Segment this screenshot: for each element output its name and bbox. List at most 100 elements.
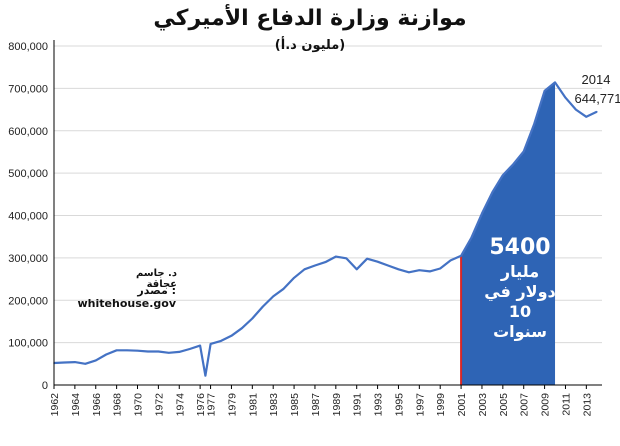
callout-line2: مليار — [500, 261, 540, 281]
callout-box: 5400 مليار دولار في 10 سنوات — [470, 234, 570, 342]
annotation-year: 2014 — [581, 72, 611, 87]
x-tick-label: 2007 — [519, 393, 531, 417]
data-point — [481, 212, 483, 215]
x-tick-label: 1979 — [226, 393, 238, 417]
y-tick-label: 0 — [42, 380, 48, 392]
data-point — [74, 361, 76, 363]
data-point — [303, 268, 306, 271]
y-tick-label: 300,000 — [8, 253, 48, 265]
x-tick-label: 1993 — [373, 393, 385, 417]
data-point — [345, 257, 348, 260]
data-point — [199, 344, 201, 347]
x-tick-label: 1970 — [133, 393, 145, 417]
data-point — [522, 150, 525, 153]
x-tick-label: 1972 — [153, 393, 165, 417]
data-point — [324, 261, 327, 263]
y-tick-label: 100,000 — [8, 338, 48, 350]
chart-title: موازنة وزارة الدفاع الأميركي — [153, 6, 467, 31]
data-point — [543, 90, 546, 92]
callout-line3: دولار في — [484, 281, 556, 301]
data-point — [204, 374, 207, 377]
data-point — [168, 352, 170, 354]
x-tick-label: 1983 — [268, 393, 280, 417]
callout-amount: 5400 — [489, 235, 551, 260]
data-point — [439, 267, 442, 270]
data-point — [136, 349, 139, 352]
chart-subtitle: (مليون د.أ) — [274, 38, 346, 53]
x-tick-label: 2001 — [456, 393, 468, 417]
author-credit: د. جاسم عجاقة — [135, 268, 177, 290]
data-point — [230, 335, 233, 337]
data-point — [366, 257, 368, 260]
data-point — [470, 236, 473, 239]
x-tick-label: 1981 — [247, 393, 259, 417]
data-point — [397, 268, 400, 271]
data-point — [272, 295, 275, 298]
x-tick-label: 1991 — [352, 393, 364, 417]
data-point — [460, 255, 462, 257]
data-point — [262, 305, 264, 308]
data-point — [491, 191, 494, 193]
data-point — [512, 163, 515, 165]
shaded-area-group — [460, 82, 556, 385]
data-point — [314, 264, 316, 267]
y-tick-label: 500,000 — [8, 168, 48, 180]
data-point — [188, 348, 191, 350]
data-point — [126, 349, 128, 352]
data-point — [408, 271, 410, 274]
data-point — [63, 361, 66, 364]
data-point — [449, 259, 452, 262]
data-point — [178, 351, 181, 353]
y-tick-label: 200,000 — [8, 295, 48, 307]
x-tick-label: 2005 — [498, 393, 510, 417]
x-tick-label: 1997 — [414, 393, 426, 417]
chart-gridlines — [54, 45, 602, 386]
x-tick-label: 1977 — [206, 393, 218, 417]
data-point — [293, 277, 295, 279]
y-tick-label: 600,000 — [8, 126, 48, 138]
callout-line5: سنوات — [493, 321, 547, 341]
chart-axes — [53, 40, 602, 386]
shaded-area — [461, 82, 556, 385]
data-point — [209, 343, 212, 345]
data-point — [502, 174, 504, 176]
x-tick-label: 1968 — [112, 393, 124, 417]
data-point — [585, 116, 588, 118]
data-point — [564, 96, 567, 99]
data-point — [95, 359, 97, 362]
x-tick-label: 2013 — [581, 393, 593, 417]
data-point — [387, 264, 389, 267]
data-point — [376, 260, 379, 263]
x-tick-label: 1966 — [91, 393, 103, 417]
x-tick-label: 2009 — [540, 393, 552, 417]
data-point — [241, 327, 243, 330]
x-tick-label: 1974 — [174, 393, 186, 417]
data-point — [596, 111, 598, 113]
x-tick-label: 1995 — [393, 393, 405, 417]
x-tick-label: 1987 — [310, 393, 322, 417]
data-point — [84, 363, 87, 365]
x-tick-label: 2003 — [477, 393, 489, 417]
data-point — [251, 317, 254, 320]
data-point — [220, 340, 222, 342]
data-point — [355, 268, 358, 271]
series-line — [53, 81, 598, 377]
data-point — [147, 350, 149, 353]
data-point — [105, 353, 107, 356]
data-point — [429, 270, 431, 273]
y-tick-label: 800,000 — [8, 41, 48, 53]
y-tick-label: 700,000 — [8, 83, 48, 95]
data-point — [282, 288, 285, 290]
x-tick-label: 2011 — [560, 393, 572, 416]
y-tick-label: 400,000 — [8, 211, 48, 223]
x-tick-label: 1976 — [195, 393, 207, 417]
y-axis-ticks: 0 100,000 200,000 300,000 400,000 500,000 600,… — [8, 41, 48, 392]
data-point — [418, 269, 421, 272]
x-tick-label: 1989 — [331, 393, 343, 417]
x-tick-label: 1964 — [70, 393, 82, 417]
data-point — [115, 349, 118, 352]
source-credit: مصدر : whitehouse.gov — [77, 284, 177, 310]
x-tick-label: 1985 — [289, 393, 301, 417]
